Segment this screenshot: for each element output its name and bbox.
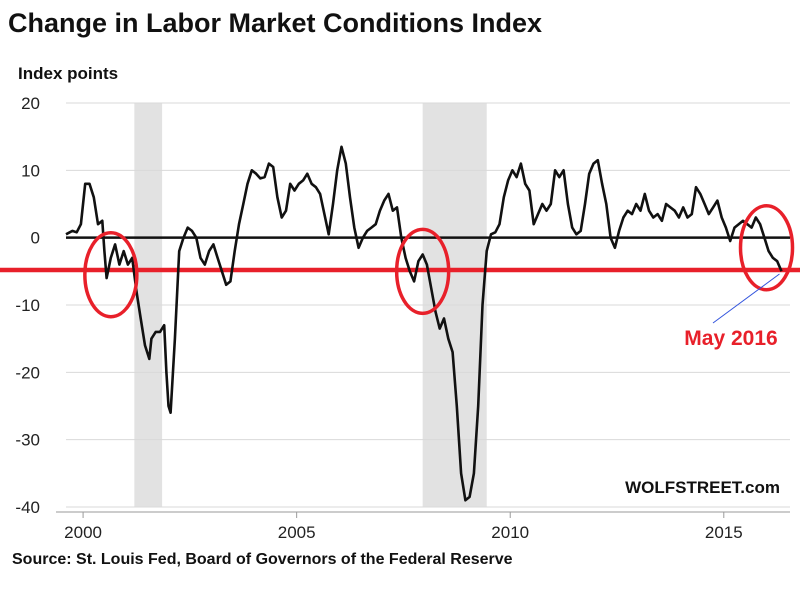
y-tick-label: -10 <box>15 296 40 315</box>
x-tick-label: 2005 <box>278 523 316 542</box>
y-tick-label: 0 <box>31 229 40 248</box>
y-tick-label: 10 <box>21 161 40 180</box>
y-tick-label: -30 <box>15 431 40 450</box>
y-tick-label: 20 <box>21 94 40 113</box>
series-line <box>65 145 783 502</box>
x-tick-label: 2010 <box>491 523 529 542</box>
y-tick-label: -20 <box>15 363 40 382</box>
highlight-circle <box>83 230 139 319</box>
grid-lines <box>56 102 790 513</box>
x-tick-label: 2000 <box>64 523 102 542</box>
annotations: May 2016 WOLFSTREET.com <box>625 273 780 497</box>
chart-title: Change in Labor Market Conditions Index <box>8 8 543 38</box>
highlight-circle <box>738 204 795 292</box>
axis-ticks: -40 -30 -20 -10 0 10 20 2000 2005 2010 2015 <box>15 94 742 542</box>
y-tick-label: -40 <box>15 498 40 517</box>
source-note: Source: St. Louis Fed, Board of Governor… <box>12 551 513 568</box>
series-layer <box>65 145 783 502</box>
y-axis-label: Index points <box>18 64 119 83</box>
highlight-circles <box>83 204 795 319</box>
highlight-circle <box>394 227 451 316</box>
x-tick-label: 2015 <box>705 523 743 542</box>
watermark: WOLFSTREET.com <box>625 478 780 497</box>
annotation-pointer <box>712 273 780 324</box>
annotation-label: May 2016 <box>684 327 777 350</box>
